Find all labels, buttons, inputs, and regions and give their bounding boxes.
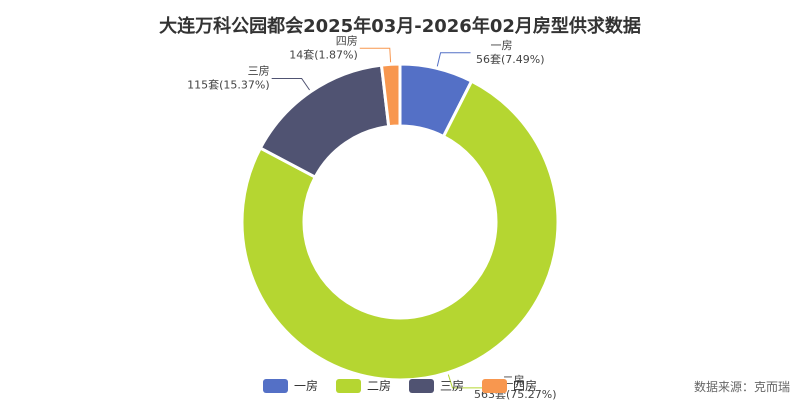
slice-label-value-one-room: 56套(7.49%)	[476, 53, 545, 66]
legend-item-three-room[interactable]: 三房	[409, 377, 464, 394]
legend-swatch-three-room	[409, 378, 434, 393]
leader-line-three-room	[271, 77, 310, 91]
legend: 一房 二房 三房 四房	[0, 377, 800, 394]
slice-four-room[interactable]	[379, 62, 402, 129]
slice-label-category-one-room: 一房	[491, 39, 513, 52]
slice-label-category-four-room: 四房	[336, 34, 358, 47]
slice-label-category-three-room: 三房	[248, 64, 270, 77]
chart-title: 大连万科公园都会2025年03月-2026年02月房型供求数据	[159, 16, 641, 37]
legend-item-one-room[interactable]: 一房	[262, 377, 318, 394]
leader-line-four-room	[359, 47, 392, 63]
leader-line-one-room	[436, 52, 471, 67]
slice-label-value-three-room: 115套(15.37%)	[187, 78, 270, 91]
legend-swatch-one-room	[262, 378, 288, 393]
legend-label-three-room: 三房	[440, 379, 465, 393]
legend-item-two-room[interactable]: 二房	[335, 377, 391, 394]
legend-label-two-room: 二房	[366, 379, 391, 393]
leader-line-two-room	[447, 374, 483, 389]
slice-label-category-two-room: 二房	[503, 374, 525, 387]
slice-two-room[interactable]	[240, 79, 560, 382]
legend-label-one-room: 一房	[293, 379, 318, 393]
slice-label-value-four-room: 14套(1.87%)	[289, 48, 358, 61]
legend-item-four-room[interactable]: 四房	[482, 377, 537, 394]
legend-swatch-two-room	[335, 378, 361, 393]
source-note: 数据来源：克而瑞	[693, 380, 790, 394]
legend-swatch-four-room	[482, 378, 508, 393]
legend-label-four-room: 四房	[513, 379, 538, 393]
